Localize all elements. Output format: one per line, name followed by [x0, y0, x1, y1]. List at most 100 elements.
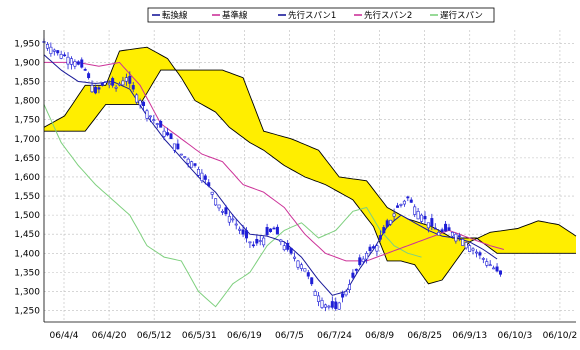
candle-body [200, 172, 204, 181]
candle-body [361, 258, 365, 262]
candle-body [135, 94, 139, 103]
x-tick-label: 06/7/24 [317, 331, 352, 341]
candle-body [279, 239, 283, 242]
candle-body [368, 246, 372, 252]
candle-body [93, 86, 97, 94]
candle-body [231, 218, 235, 221]
candle-body [416, 211, 420, 220]
x-tick-label: 06/7/5 [275, 331, 304, 341]
candle-body [492, 267, 496, 270]
candle-body [272, 227, 276, 230]
candle-body [495, 266, 499, 272]
candle-body [337, 302, 341, 310]
candle-body [488, 264, 492, 267]
candle-body [423, 216, 427, 220]
candle-body [186, 158, 190, 164]
candle-body [97, 87, 101, 90]
candle-body [464, 242, 468, 249]
ichimoku-cloud [43, 46, 577, 285]
candle-body [217, 204, 221, 209]
candle-body [124, 77, 128, 82]
y-tick-label: 1,300 [14, 287, 40, 297]
candle-body [478, 252, 482, 256]
candle-body [468, 245, 472, 252]
candle-body [176, 143, 180, 150]
x-tick-label: 06/10/3 [497, 331, 532, 341]
candle-body [402, 200, 406, 205]
candle-body [293, 256, 297, 259]
candle-body [485, 261, 489, 266]
candle-body [275, 226, 279, 235]
candle-body [111, 78, 115, 86]
cloud-fill [44, 47, 576, 284]
candle-body [262, 237, 266, 246]
candle-body [128, 75, 132, 84]
candle-body [248, 241, 252, 244]
x-tick-label: 06/8/25 [407, 331, 442, 341]
candle-body [52, 49, 56, 52]
x-tick-label: 06/6/19 [227, 331, 262, 341]
candle-body [255, 238, 259, 244]
candle-body [457, 235, 461, 237]
candle-body [196, 169, 200, 176]
y-tick-label: 1,800 [14, 97, 40, 107]
y-tick-label: 1,250 [14, 307, 40, 317]
candle-body [138, 100, 142, 106]
candle-body [241, 229, 245, 235]
legend: 転換線 基準線 先行スパン1 先行スパン2 遅行スパン [147, 7, 495, 23]
y-tick-label: 1,350 [14, 268, 40, 278]
candle-body [334, 301, 338, 309]
candle-body [166, 132, 170, 136]
candle-body [330, 301, 334, 308]
candle-body [49, 46, 53, 54]
axes: 1,250 1,300 1,350 1,400 1,450 1,500 1,550 1,600… [14, 30, 577, 341]
candle-body [413, 206, 417, 215]
candle-body [450, 232, 454, 237]
candle-body [313, 291, 317, 296]
candle-body [406, 196, 410, 199]
candle-body [155, 123, 159, 125]
x-tick-label: 06/4/20 [92, 331, 127, 341]
candle-body [56, 50, 60, 54]
candle-body [437, 232, 441, 236]
candle-body [80, 59, 84, 68]
candle-body [265, 227, 269, 236]
candle-body [344, 291, 348, 296]
candle-body [299, 264, 303, 269]
candle-body [420, 214, 424, 222]
y-tick-label: 1,950 [14, 39, 40, 49]
legend-box [147, 7, 495, 23]
candle-body [409, 199, 413, 203]
candle-body [83, 69, 87, 71]
candle-body [148, 115, 152, 118]
candle-body [258, 240, 262, 242]
y-tick-label: 1,550 [14, 192, 40, 202]
lagging-span-line [43, 104, 422, 308]
candle-body [59, 54, 63, 59]
candle-body [183, 156, 187, 158]
candle-body [172, 143, 176, 151]
candle-body [347, 284, 351, 290]
candle-body [214, 198, 218, 206]
candle-body [399, 204, 403, 206]
candle-body [210, 191, 214, 195]
x-tick-label: 06/10/2 [543, 331, 578, 341]
candle-body [193, 163, 197, 166]
candle-body [358, 257, 362, 266]
candle-body [306, 272, 310, 277]
candle-body [433, 227, 437, 230]
y-tick-label: 1,850 [14, 78, 40, 88]
candle-body [310, 277, 314, 285]
candle-body [90, 85, 94, 93]
candle-body [220, 211, 224, 213]
candle-body [87, 73, 91, 79]
candle-body [145, 110, 149, 119]
candle-body [289, 247, 293, 254]
candle-body [69, 58, 73, 65]
candle-body [474, 251, 478, 254]
y-tick-label: 1,750 [14, 116, 40, 126]
candle-body [365, 252, 369, 260]
y-tick-label: 1,900 [14, 58, 40, 68]
candle-body [162, 130, 166, 137]
